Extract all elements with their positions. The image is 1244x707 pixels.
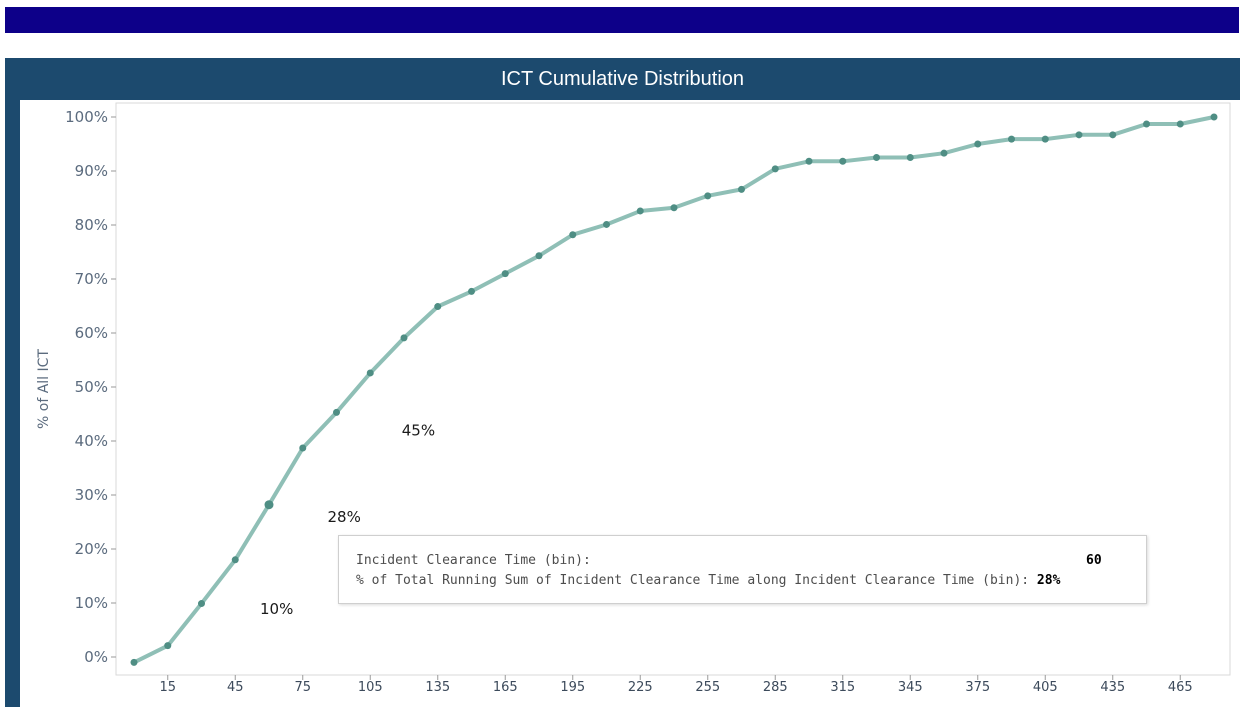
y-axis-label: % of All ICT [36, 349, 52, 429]
x-tick-label: 465 [1168, 680, 1193, 695]
y-tick-label: 70% [75, 270, 108, 288]
plot-frame [115, 102, 1231, 676]
data-point[interactable] [501, 270, 509, 278]
plot-area [20, 100, 1240, 707]
data-point[interactable] [264, 500, 274, 510]
y-tick-label: 80% [75, 216, 108, 234]
data-label: 45% [402, 422, 435, 440]
data-label: 10% [260, 600, 293, 618]
x-tick-label: 195 [560, 680, 585, 695]
x-tick-label: 375 [965, 680, 990, 695]
y-tick-label: 20% [75, 540, 108, 558]
x-tick-label: 255 [695, 680, 720, 695]
data-point[interactable] [670, 204, 678, 212]
tooltip-label-running-sum: % of Total Running Sum of Incident Clear… [356, 573, 1030, 588]
x-tick-label: 75 [294, 680, 311, 695]
data-point[interactable] [299, 444, 307, 452]
x-tick-label: 405 [1033, 680, 1058, 695]
data-point[interactable] [1210, 113, 1218, 121]
data-point[interactable] [771, 165, 779, 173]
x-tick-label: 165 [493, 680, 518, 695]
tooltip-value-bin: 60 [1086, 553, 1102, 568]
data-point[interactable] [198, 600, 205, 608]
x-tick-label: 45 [227, 680, 244, 695]
y-tick-label: 40% [75, 432, 108, 450]
x-tick-label: 15 [159, 680, 176, 695]
data-point[interactable] [738, 185, 745, 193]
data-point[interactable] [1008, 135, 1015, 143]
data-point[interactable] [333, 408, 340, 416]
data-point[interactable] [164, 642, 172, 650]
top-banner [5, 7, 1239, 33]
chart-panel: ICT Cumulative Distribution [5, 58, 1240, 707]
data-point[interactable] [434, 303, 442, 311]
chart-title: ICT Cumulative Distribution [500, 68, 745, 90]
data-point[interactable] [231, 556, 239, 564]
data-point[interactable] [805, 157, 813, 165]
x-tick-label: 225 [628, 680, 653, 695]
x-tick-label: 105 [358, 680, 383, 695]
y-tick-label: 60% [75, 324, 108, 342]
data-point[interactable] [468, 287, 475, 295]
data-point[interactable] [1041, 135, 1049, 143]
data-point[interactable] [1109, 131, 1117, 139]
tooltip-value-running-sum: 28% [1036, 573, 1061, 588]
y-tick-label: 10% [75, 594, 108, 612]
data-point[interactable] [535, 252, 543, 260]
y-tick-label: 0% [84, 648, 108, 666]
data-point[interactable] [569, 231, 577, 239]
x-tick-label: 285 [763, 680, 788, 695]
tooltip-label-bin: Incident Clearance Time (bin): [356, 553, 591, 568]
data-point[interactable] [906, 154, 914, 161]
data-point[interactable] [940, 149, 948, 157]
x-tick-label: 315 [830, 680, 855, 695]
data-label: 28% [328, 508, 361, 526]
x-tick-label: 135 [425, 680, 450, 695]
data-point[interactable] [839, 157, 847, 165]
data-point[interactable] [603, 220, 610, 228]
y-tick-label: 90% [75, 162, 108, 180]
data-point[interactable] [974, 140, 982, 148]
data-point[interactable] [704, 192, 712, 200]
y-tick-label: 100% [65, 108, 108, 126]
data-point[interactable] [400, 334, 408, 342]
data-point[interactable] [1075, 131, 1083, 139]
y-tick-label: 30% [75, 486, 108, 504]
data-point[interactable] [636, 207, 644, 215]
y-tick-label: 50% [75, 378, 108, 396]
data-point[interactable] [1143, 120, 1150, 128]
tooltip-row-running-sum: % of Total Running Sum of Incident Clear… [356, 573, 1060, 588]
tooltip: Incident Clearance Time (bin): 60 % of T… [338, 535, 1147, 604]
data-point[interactable] [130, 658, 138, 666]
x-tick-label: 345 [898, 680, 923, 695]
data-point[interactable] [1176, 120, 1184, 128]
data-point[interactable] [873, 154, 880, 161]
x-tick-label: 435 [1100, 680, 1125, 695]
data-point[interactable] [366, 369, 374, 377]
